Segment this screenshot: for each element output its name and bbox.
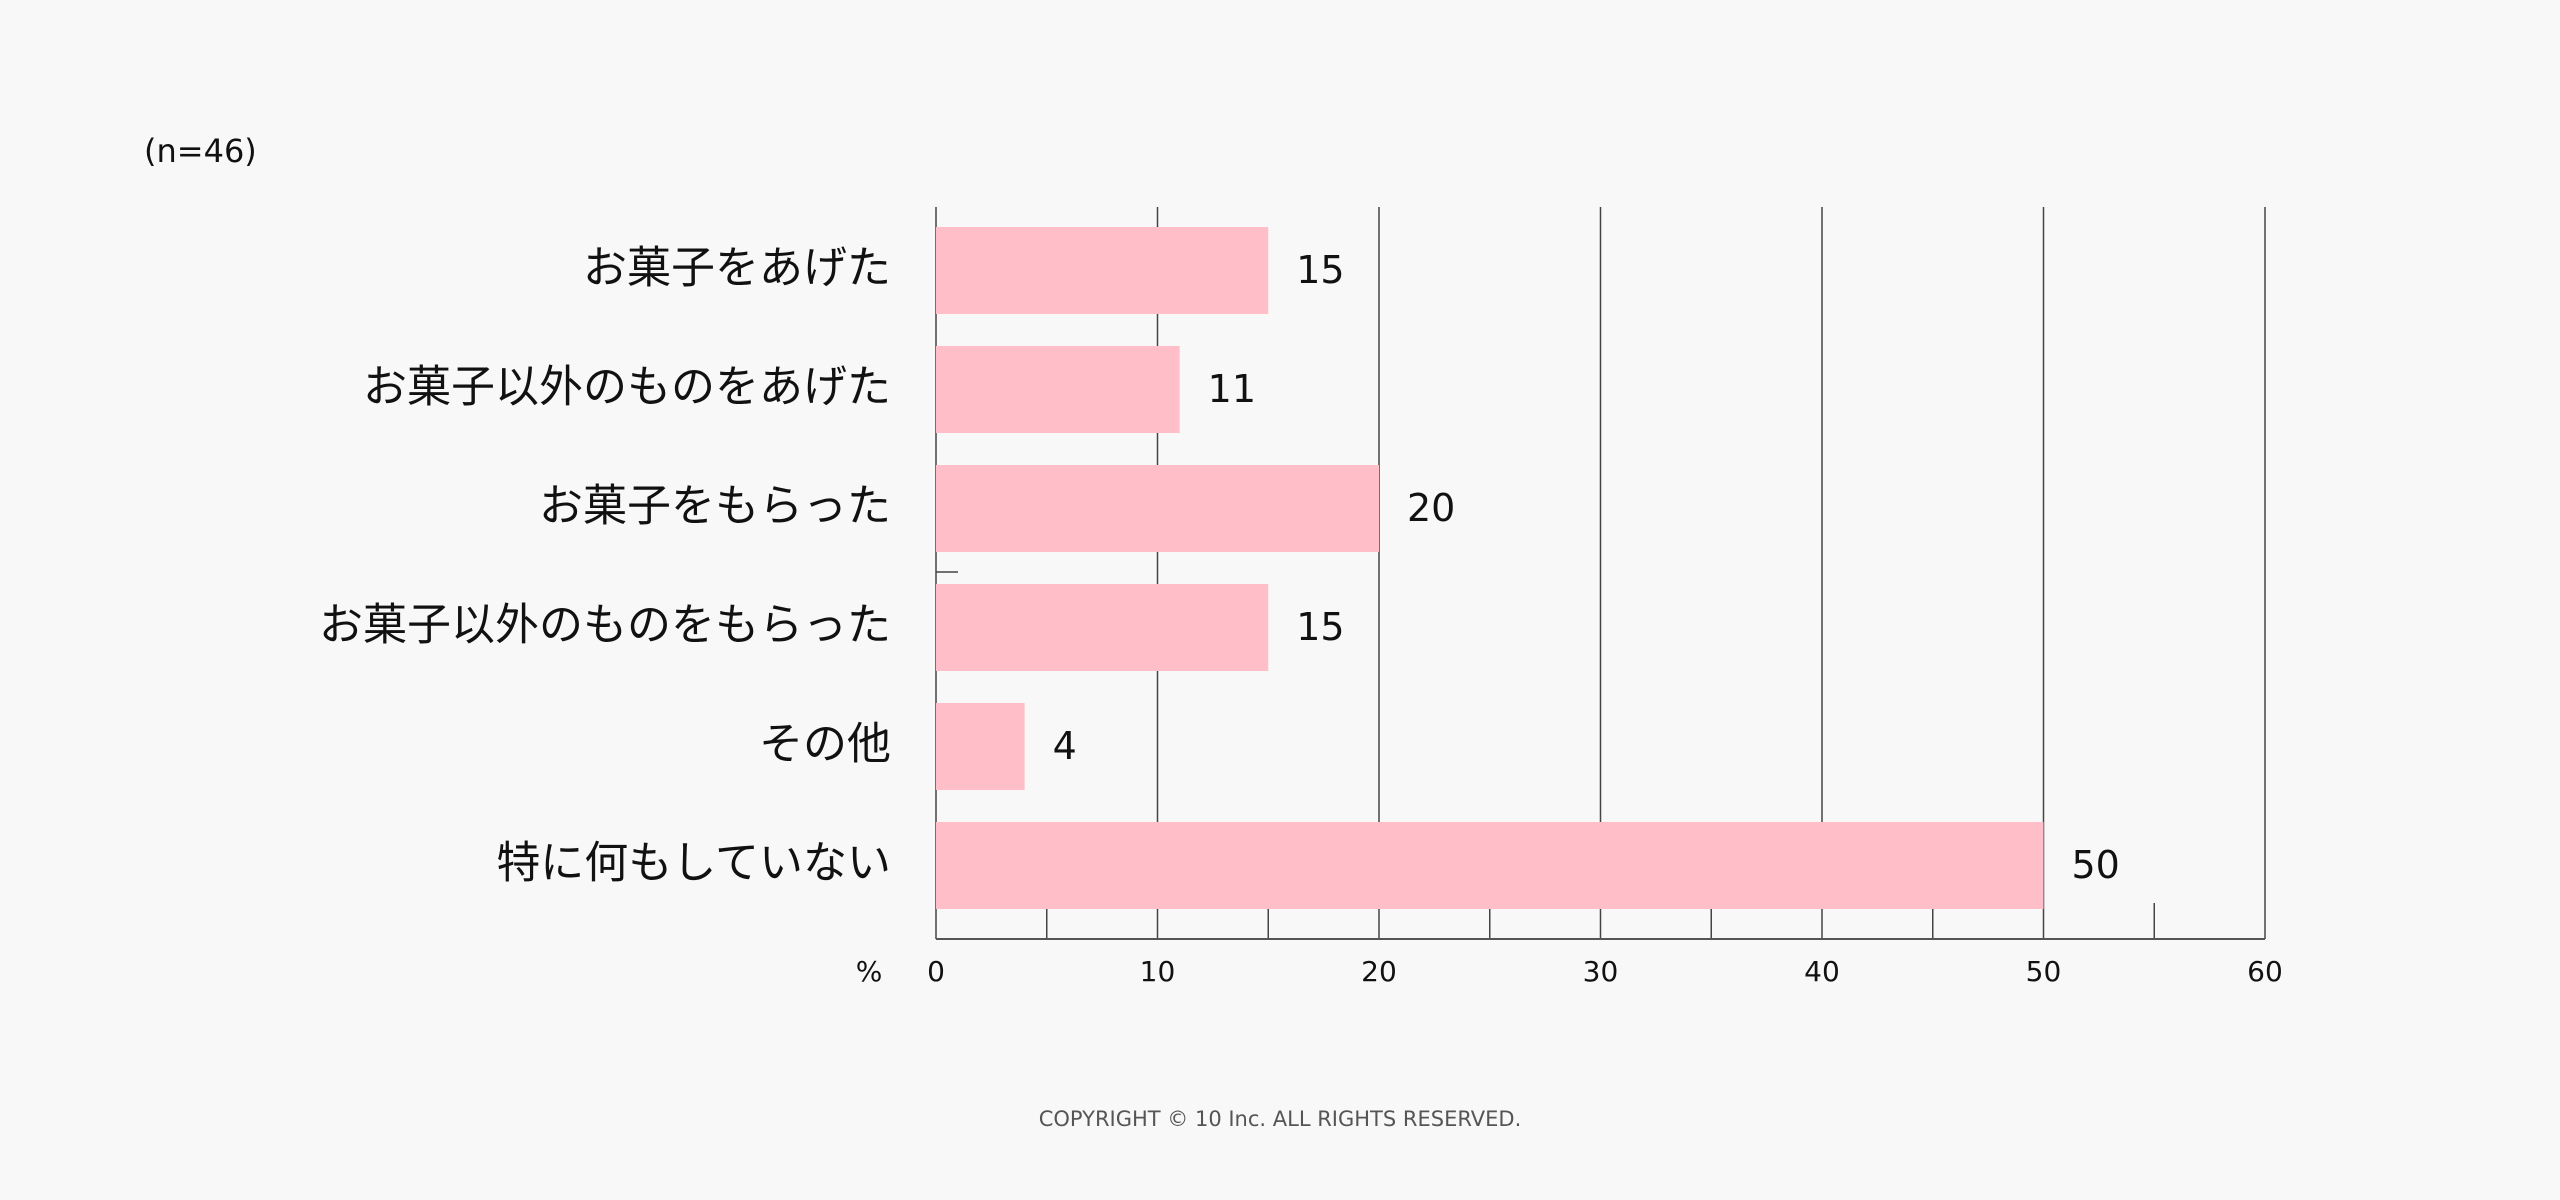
x-tick-label: 40: [1804, 955, 1840, 988]
category-label: お菓子をもらった: [539, 481, 891, 532]
value-label: 11: [1208, 367, 1256, 411]
category-label: お菓子をあげた: [583, 243, 891, 294]
x-tick-label: 30: [1583, 955, 1619, 988]
x-tick-label: 10: [1140, 955, 1176, 988]
x-tick-label: 20: [1361, 955, 1397, 988]
bar: [936, 227, 1269, 314]
value-label: 50: [2072, 843, 2120, 887]
category-label: その他: [759, 719, 891, 770]
value-label: 15: [1296, 248, 1344, 292]
x-tick-label: 50: [2026, 955, 2062, 988]
bar: [936, 822, 2044, 909]
bar: [936, 703, 1025, 790]
x-axis-unit-label: %: [856, 955, 883, 988]
bar: [936, 465, 1379, 552]
category-label: お菓子以外のものをあげた: [363, 362, 891, 413]
category-label: お菓子以外のものをもらった: [319, 600, 891, 651]
bar: [936, 346, 1180, 433]
category-label: 特に何もしていない: [496, 838, 891, 889]
x-tick-label: 0: [927, 955, 945, 988]
value-label: 20: [1407, 486, 1455, 530]
copyright-footer: COPYRIGHT © 10 Inc. ALL RIGHTS RESERVED.: [1039, 1107, 1522, 1131]
value-label: 4: [1053, 724, 1077, 768]
x-tick-label: 60: [2247, 955, 2283, 988]
value-label: 15: [1296, 605, 1344, 649]
bar: [936, 584, 1269, 671]
sample-size-note: (n=46): [144, 132, 257, 170]
